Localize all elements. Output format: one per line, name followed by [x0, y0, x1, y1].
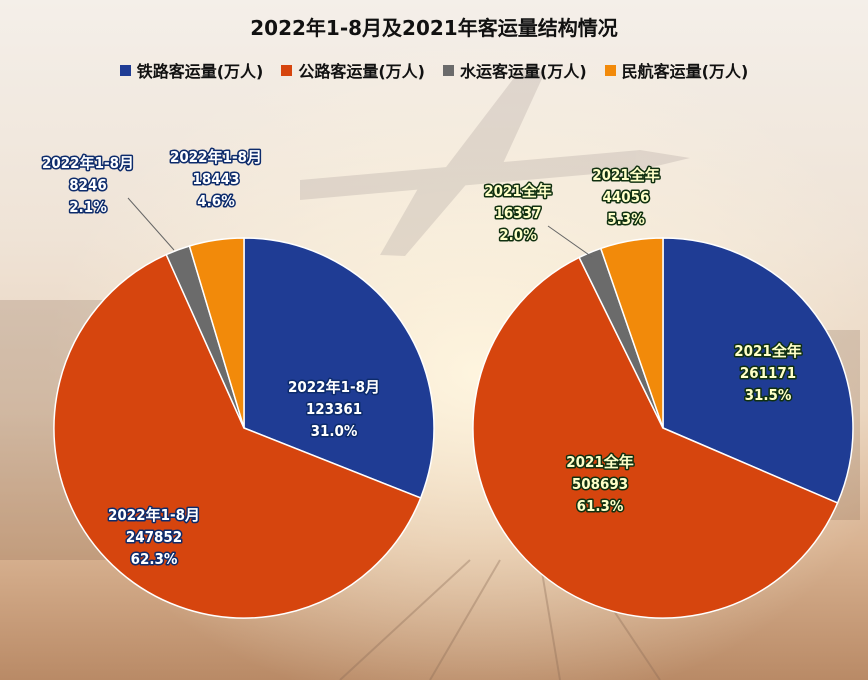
- legend-label: 公路客运量(万人): [298, 62, 425, 81]
- data-label: 2022年1-8月 8246 2.1%: [42, 154, 134, 216]
- data-label: 2022年1-8月 18443 4.6%: [170, 148, 262, 210]
- legend-swatch: [604, 64, 616, 76]
- label-series: 2022年1-8月: [170, 148, 262, 166]
- legend-swatch: [443, 64, 454, 76]
- label-value: 247852: [126, 528, 182, 546]
- airplane-icon: [300, 70, 690, 256]
- label-value: 508693: [572, 475, 628, 493]
- label-percent: 4.6%: [197, 192, 235, 210]
- legend-item-water: 水运客运量(万人): [443, 58, 587, 82]
- label-value: 8246: [69, 176, 107, 194]
- label-series: 2021全年: [734, 342, 802, 360]
- legend-label: 民航客运量(万人): [621, 62, 749, 81]
- label-value: 123361: [306, 400, 362, 418]
- legend-item-air: 民航客运量(万人): [604, 58, 749, 82]
- data-label: 2021全年 508693 61.3%: [566, 453, 634, 515]
- legend-item-road: 公路客运量(万人): [281, 58, 425, 82]
- slice-road: [472, 256, 839, 619]
- legend-swatch: [119, 64, 131, 76]
- leader-line: [547, 225, 593, 258]
- slice-rail: [662, 237, 854, 504]
- slice-air: [188, 237, 245, 429]
- leader-line: [127, 197, 175, 251]
- label-percent: 31.5%: [745, 386, 792, 404]
- label-value: 18443: [193, 170, 240, 188]
- label-series: 2022年1-8月: [42, 154, 134, 172]
- slice-road: [53, 253, 422, 619]
- label-series: 2022年1-8月: [288, 378, 380, 396]
- label-series: 2021全年: [592, 166, 660, 184]
- legend-label: 水运客运量(万人): [460, 62, 587, 81]
- label-percent: 2.0%: [499, 226, 537, 244]
- legend-swatch: [281, 64, 293, 76]
- chart-title: 2022年1-8月及2021年客运量结构情况: [250, 16, 618, 40]
- data-label: 2022年1-8月 123361 31.0%: [288, 378, 380, 440]
- legend-item-rail: 铁路客运量(万人): [119, 58, 264, 82]
- pie-chart-2: 2021全年 261171 31.5%2021全年 508693 61.3%2021全年…: [472, 165, 854, 619]
- label-value: 261171: [740, 364, 796, 382]
- data-label: 2022年1-8月 247852 62.3%: [108, 506, 200, 568]
- rail-tracks-icon: [339, 559, 661, 680]
- label-series: 2022年1-8月: [108, 506, 200, 524]
- data-label: 2021全年 16337 2.0%: [484, 182, 552, 244]
- label-percent: 31.0%: [311, 422, 358, 440]
- slice-rail: [243, 237, 435, 499]
- pie-chart-1: 2022年1-8月 123361 31.0% 2022年1-8月 247852 62.3%…: [41, 147, 435, 619]
- label-percent: 2.1%: [69, 198, 107, 216]
- label-value: 44056: [603, 188, 650, 206]
- slice-air: [599, 237, 664, 429]
- label-series: 2021全年: [566, 453, 634, 471]
- label-percent: 62.3%: [131, 550, 178, 568]
- legend-label: 铁路客运量(万人): [136, 62, 264, 81]
- label-percent: 5.3%: [607, 210, 645, 228]
- label-percent: 61.3%: [577, 497, 624, 515]
- label-value: 16337: [495, 204, 542, 222]
- legend: 铁路客运量(万人) 公路客运量(万人) 水运客运量(万人) 民航客运量(万人): [0, 58, 868, 82]
- label-series: 2021全年: [484, 182, 552, 200]
- data-label: 2021全年 261171 31.5%: [734, 342, 802, 404]
- data-label: 2021全年 44056 5.3%: [592, 166, 660, 228]
